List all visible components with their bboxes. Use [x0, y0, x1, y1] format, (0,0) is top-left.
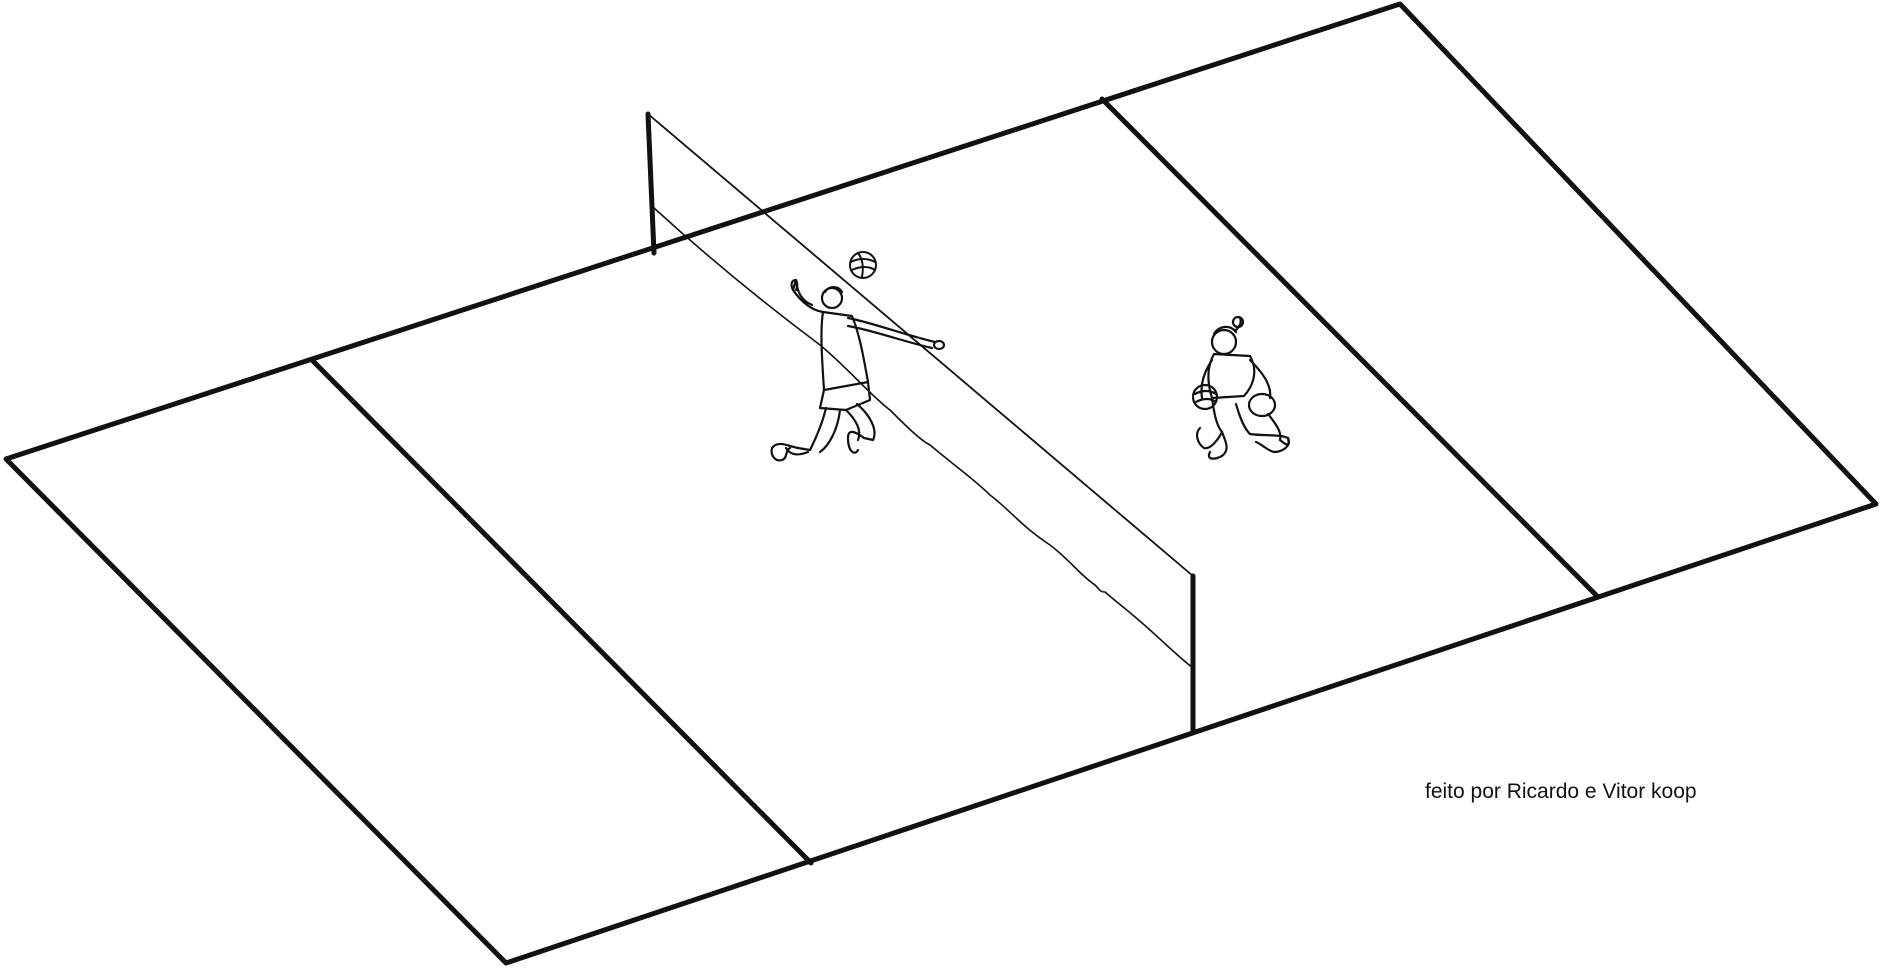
- spiking-player-icon: [770, 278, 946, 462]
- credit-text: feito por Ricardo e Vitor koop: [1425, 780, 1697, 803]
- attack-line-left: [309, 357, 814, 866]
- receiving-player-icon: [1191, 315, 1290, 460]
- court-boundary: [3, 1, 1879, 966]
- volleyball-icon: [849, 251, 877, 279]
- attack-line-right: [1099, 96, 1600, 599]
- net-bottom-cord: [653, 207, 1194, 669]
- net-post-far: [645, 111, 657, 256]
